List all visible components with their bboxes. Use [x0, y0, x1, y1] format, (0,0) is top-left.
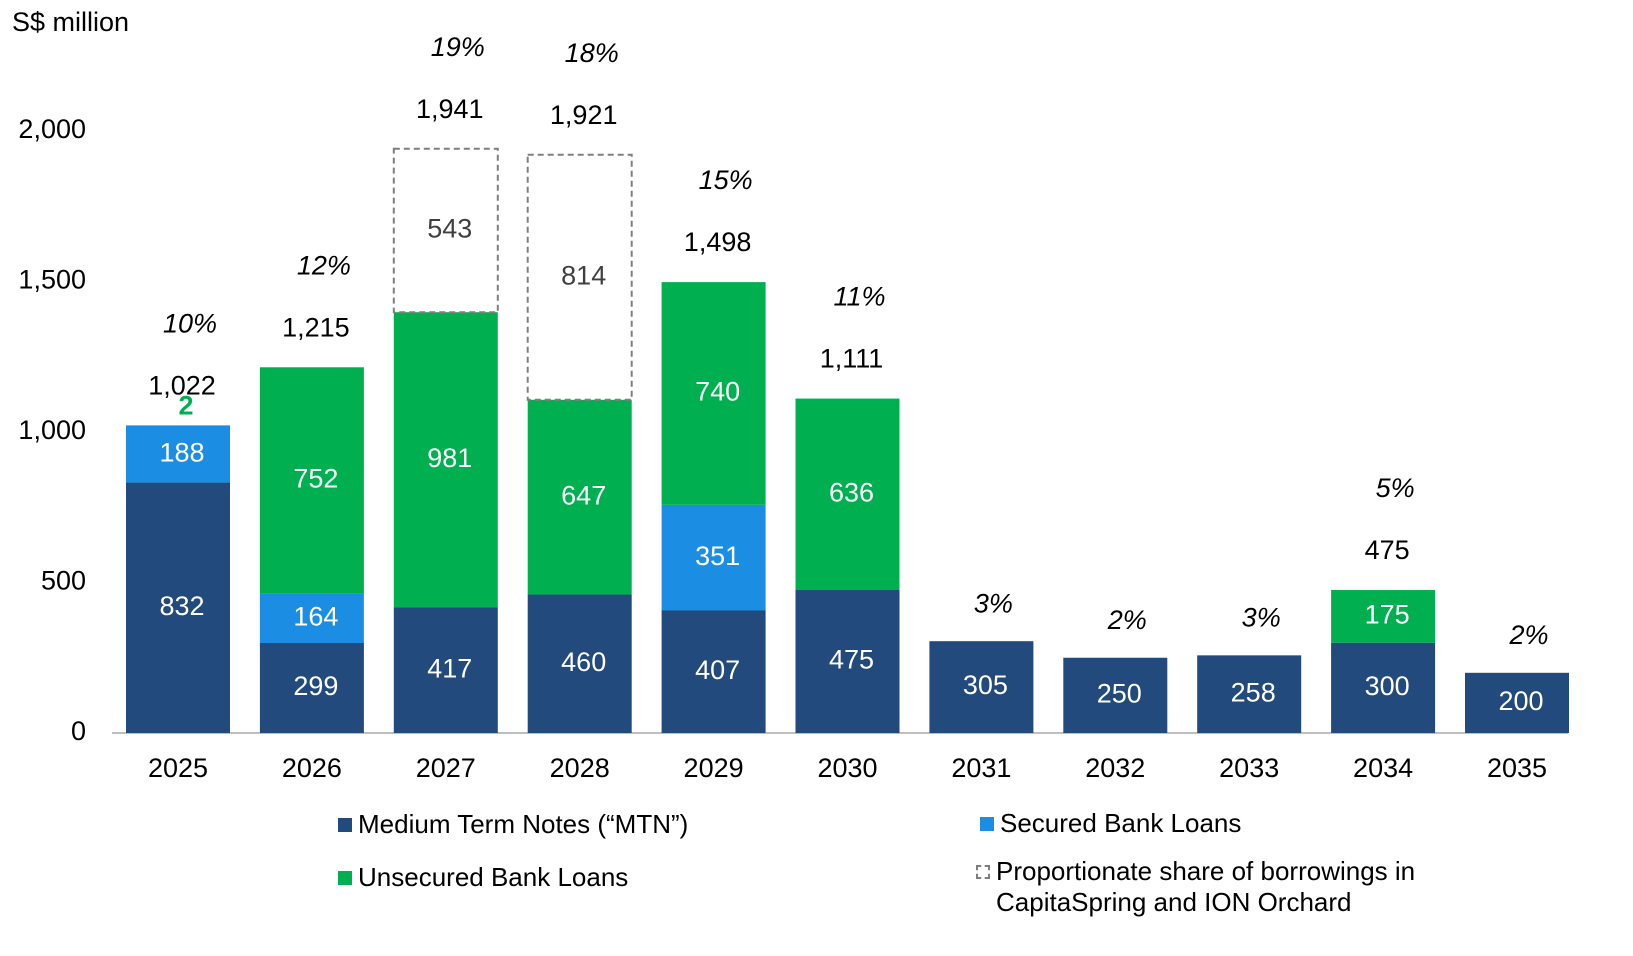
- total-label: 1,215: [282, 312, 350, 342]
- segment-label: 300: [1365, 671, 1410, 701]
- segment-label: 647: [561, 480, 606, 510]
- bar-segment: [526, 153, 633, 401]
- segment-label: 305: [963, 670, 1008, 700]
- segment-label: 164: [293, 601, 338, 631]
- x-tick-label: 2027: [416, 753, 476, 783]
- bar-segment: [126, 482, 230, 733]
- legend-item: Proportionate share of borrowings in Cap…: [976, 856, 1466, 918]
- y-tick-label: 2,000: [18, 114, 86, 144]
- total-label: 1,498: [684, 227, 752, 257]
- x-tick-label: 2029: [684, 753, 744, 783]
- legend-label: Medium Term Notes (“MTN”): [358, 809, 689, 839]
- segment-label: 188: [159, 437, 204, 467]
- total-label: 1,111: [820, 344, 884, 374]
- x-tick-label: 2026: [282, 753, 342, 783]
- bar-segment: [393, 607, 498, 733]
- x-tick-label: 2034: [1353, 753, 1413, 783]
- x-tick-label: 2028: [550, 753, 610, 783]
- legend-item: Secured Bank Loans: [980, 808, 1580, 839]
- bar-segment: [1331, 590, 1436, 643]
- x-tick-label: 2032: [1085, 753, 1145, 783]
- share-label: 2%: [1508, 620, 1548, 650]
- share-label: 18%: [565, 38, 619, 68]
- segment-label: 200: [1498, 686, 1543, 716]
- segment-label: 636: [829, 477, 874, 507]
- total-label: 475: [1365, 535, 1410, 565]
- share-label: 3%: [1242, 602, 1281, 632]
- bar-segment: [259, 643, 364, 733]
- y-tick-label: 1,000: [18, 415, 86, 445]
- segment-label: 740: [695, 377, 740, 407]
- share-label: 15%: [699, 165, 753, 195]
- y-axis-label: S$ million: [12, 7, 129, 37]
- bar-segment: [126, 425, 230, 426]
- segment-label: 175: [1365, 599, 1410, 629]
- x-tick-label: 2030: [817, 753, 877, 783]
- x-tick-label: 2033: [1219, 753, 1279, 783]
- segment-label: 752: [293, 464, 338, 494]
- segment-label: 475: [829, 645, 874, 675]
- legend-swatch: [980, 817, 994, 831]
- legend-swatch: [338, 818, 352, 832]
- share-label: 19%: [431, 32, 485, 62]
- legend-label: Secured Bank Loans: [1000, 808, 1242, 838]
- bar-segment: [259, 367, 364, 594]
- segment-label: 407: [695, 655, 740, 685]
- chart: S$ million 0 500 1,000 1,500 2,000 2025 832 188…: [12, 7, 1569, 783]
- bar-segment: [527, 594, 632, 733]
- bar-segment: [527, 399, 632, 595]
- segment-label: 543: [427, 214, 472, 244]
- segment-label: 351: [695, 541, 740, 571]
- segment-label: 460: [561, 647, 606, 677]
- total-label: 1,941: [416, 94, 484, 124]
- bar-segment: [1465, 672, 1569, 733]
- bar-segment: [661, 282, 766, 505]
- share-label: 5%: [1376, 473, 1415, 503]
- legend-swatch: [976, 865, 990, 879]
- segment-label: 832: [159, 591, 204, 621]
- legend-swatch: [338, 871, 352, 885]
- segment-label: 814: [561, 260, 606, 290]
- y-tick-label: 500: [41, 566, 86, 596]
- bar-segment: [661, 610, 766, 733]
- bar-segment: [1331, 642, 1436, 733]
- bar-segment: [259, 593, 364, 644]
- bar-segment: [795, 398, 900, 591]
- bar-segment: [795, 590, 900, 733]
- legend-item: Unsecured Bank Loans: [338, 862, 938, 893]
- bar-segment: [1197, 655, 1302, 733]
- share-label: 3%: [974, 588, 1013, 618]
- segment-label: 417: [427, 653, 472, 683]
- legend-label: Proportionate share of borrowings in Cap…: [996, 856, 1416, 917]
- bar-segment: [126, 425, 230, 483]
- y-tick-label: 1,500: [18, 265, 86, 295]
- share-label: 11%: [833, 282, 885, 312]
- legend-item: Medium Term Notes (“MTN”): [338, 809, 938, 840]
- total-label: 1,921: [550, 100, 618, 130]
- share-label: 12%: [297, 250, 351, 280]
- segment-label: 981: [427, 443, 472, 473]
- x-tick-label: 2025: [148, 753, 208, 783]
- segment-label: 299: [293, 671, 338, 701]
- x-tick-label: 2031: [951, 753, 1011, 783]
- bar-segment: [1063, 657, 1168, 733]
- segment-label: 2: [178, 391, 193, 421]
- total-label: 1,022: [148, 371, 216, 401]
- legend-label: Unsecured Bank Loans: [358, 862, 629, 892]
- bar-segment: [393, 312, 498, 608]
- segment-label: 258: [1231, 677, 1276, 707]
- share-label: 2%: [1107, 605, 1147, 635]
- x-tick-label: 2035: [1487, 753, 1547, 783]
- segment-label: 250: [1097, 679, 1142, 709]
- bar-segment: [661, 504, 766, 611]
- y-tick-label: 0: [71, 716, 86, 746]
- share-label: 10%: [163, 309, 217, 339]
- bar-segment: [929, 641, 1034, 733]
- bar-segment: [392, 147, 499, 314]
